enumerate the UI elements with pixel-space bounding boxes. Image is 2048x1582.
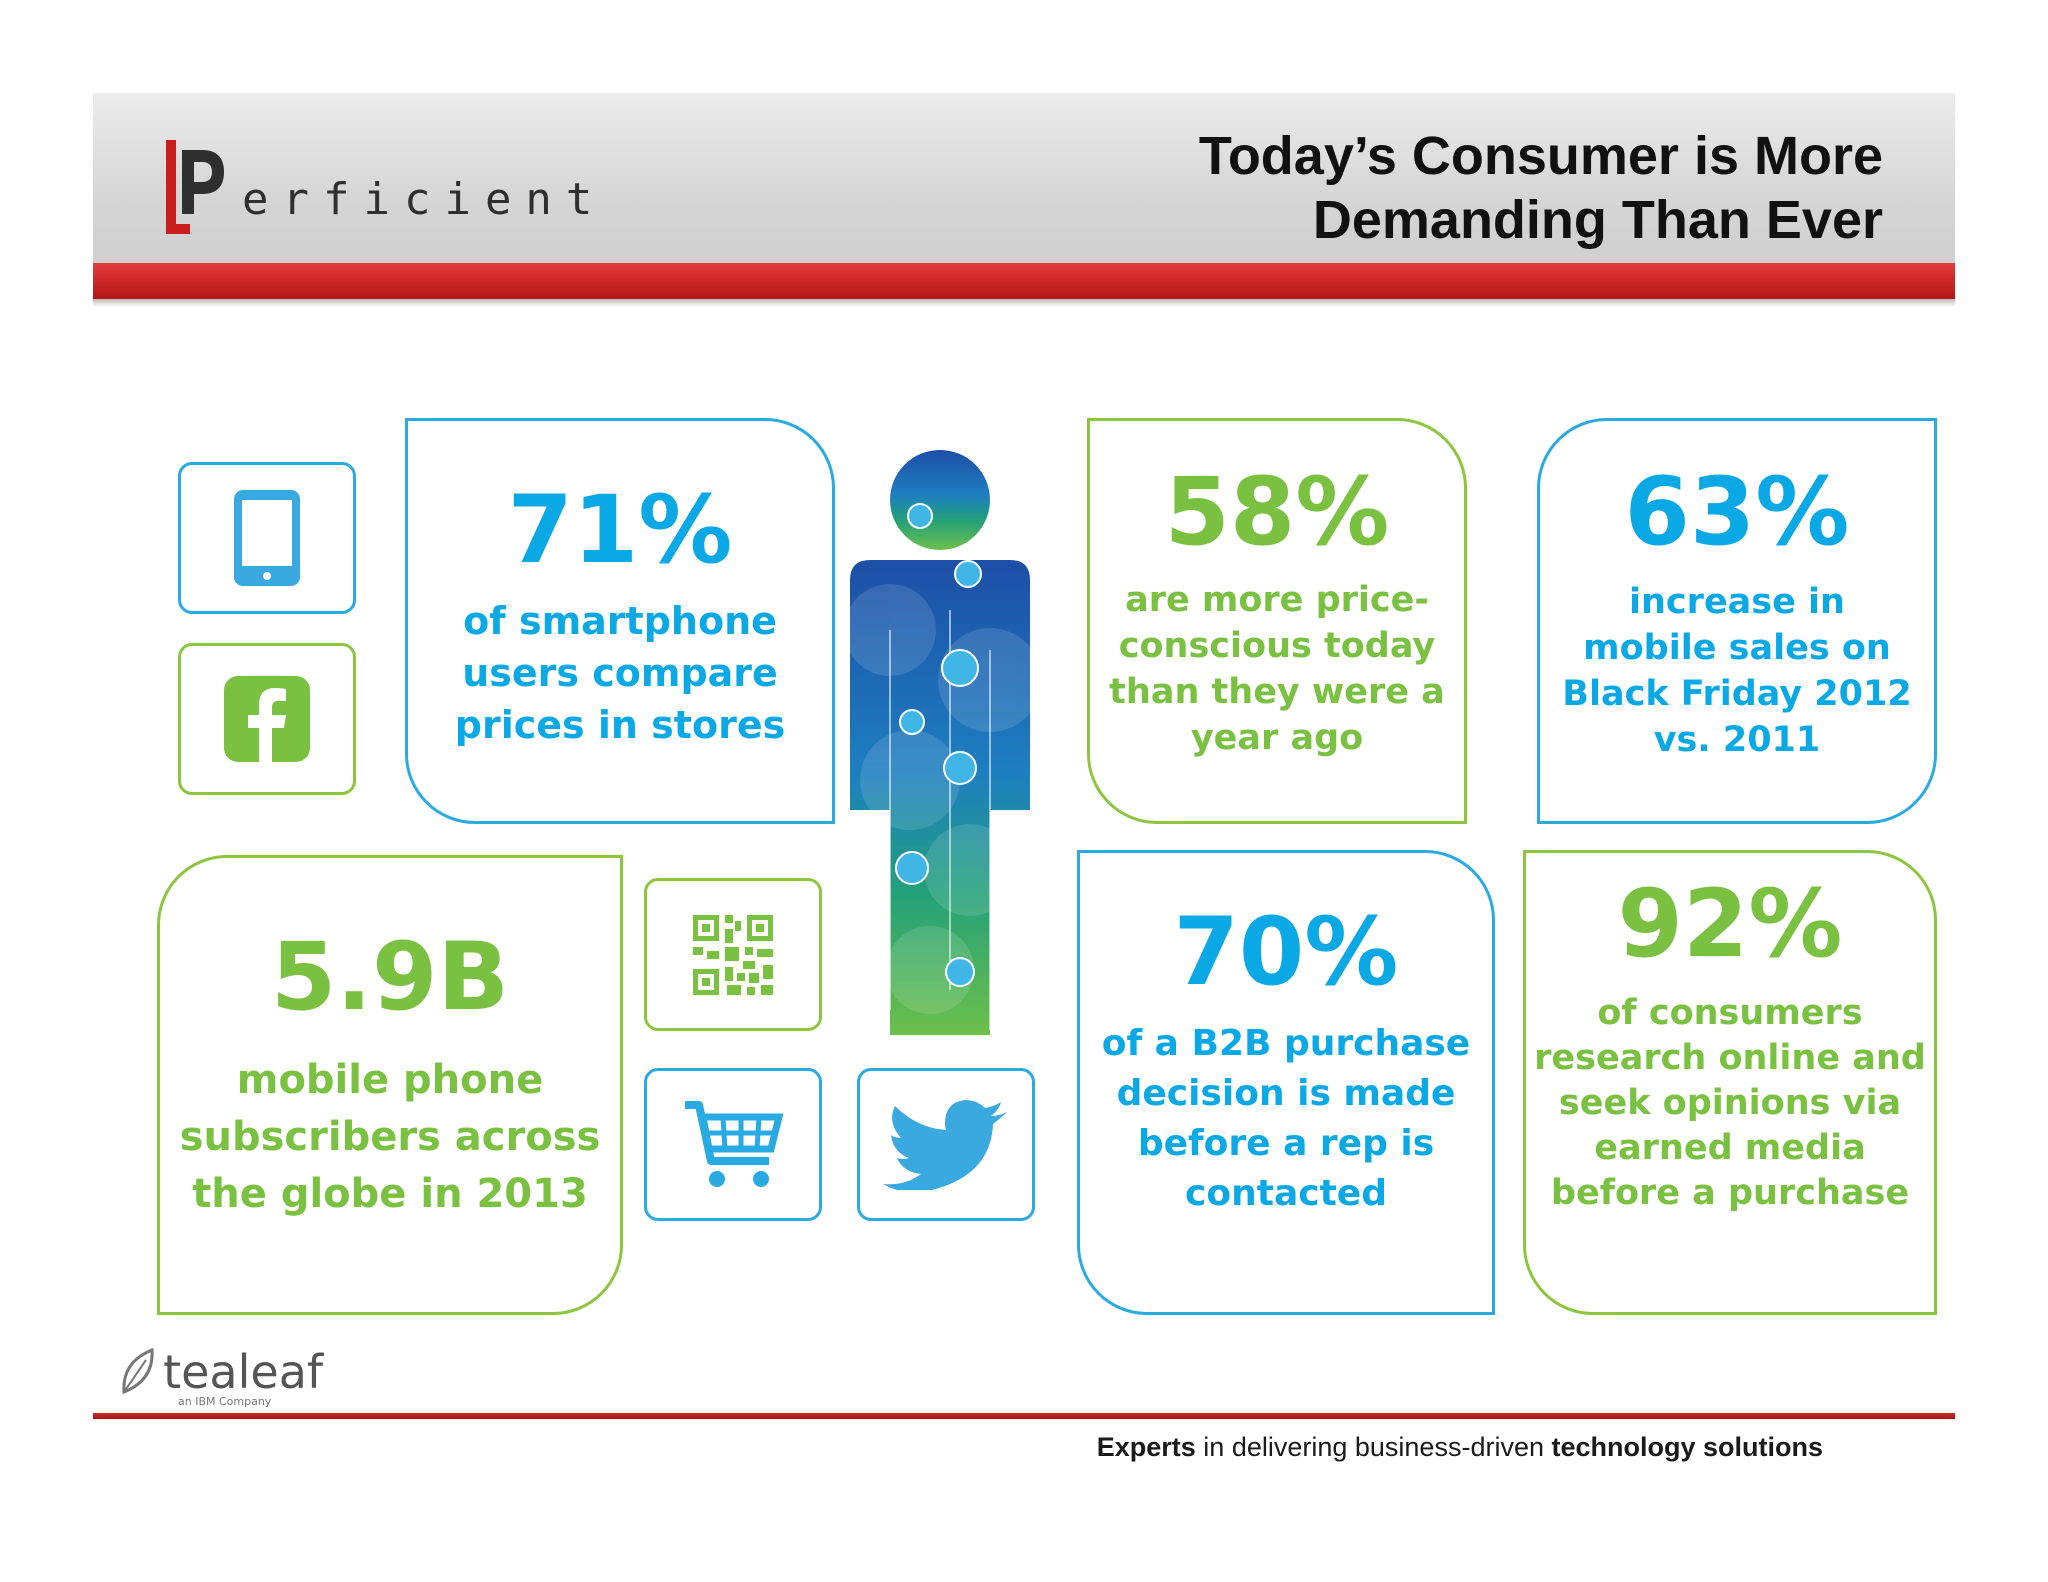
stat-desc-line: year ago: [1190, 718, 1364, 758]
tealeaf-logo-text: tealeaf: [163, 1345, 324, 1399]
facebook-icon: [224, 676, 310, 762]
tagline-middle: in delivering business-driven: [1195, 1432, 1552, 1462]
twitter-bird-icon: [883, 1099, 1007, 1190]
stat-desc-line: of consumers: [1597, 993, 1863, 1033]
stat-card-research-online: 92% of consumers research online and see…: [1523, 850, 1937, 1315]
tablet-icon-box: [178, 462, 356, 614]
header-shadow: [93, 299, 1955, 307]
stat-desc-line: are more price-: [1125, 580, 1429, 620]
stat-desc-line: mobile sales on: [1583, 628, 1891, 668]
stat-desc-line: before a rep is: [1137, 1123, 1435, 1164]
qr-code-icon-box: [644, 878, 822, 1031]
footer-red-line: [93, 1413, 1955, 1419]
perficient-logo-text: erficient: [242, 174, 607, 225]
person-figure-icon: [850, 450, 1030, 1035]
stat-value: 70%: [1173, 898, 1399, 1007]
header-band: [93, 93, 1955, 263]
stat-desc-line: research online and: [1534, 1038, 1926, 1078]
footer-tagline: Experts in delivering business-driven te…: [1097, 1432, 1823, 1463]
tablet-icon: [234, 490, 300, 586]
tealeaf-logo: tealeaf an IBM Company: [118, 1345, 323, 1408]
stat-card-mobile-subscribers: 5.9B mobile phone subscribers across the…: [157, 855, 623, 1315]
stat-desc-line: mobile phone: [236, 1057, 544, 1103]
stat-desc-line: users compare: [462, 651, 778, 695]
stat-card-smartphone-compare: 71% of smartphone users compare prices i…: [405, 418, 835, 824]
tagline-bold-solutions: technology solutions: [1551, 1432, 1823, 1462]
page-title-line-2: Demanding Than Ever: [1312, 190, 1883, 250]
twitter-icon-box: [857, 1068, 1035, 1221]
stat-desc-line: than they were a: [1109, 672, 1445, 712]
stat-desc-line: prices in stores: [454, 703, 786, 747]
stat-desc-line: vs. 2011: [1653, 720, 1821, 760]
header-red-stripe: [93, 263, 1955, 299]
stat-desc-line: contacted: [1185, 1173, 1387, 1214]
qr-code-icon: [693, 914, 773, 995]
tagline-bold-experts: Experts: [1096, 1432, 1196, 1462]
stat-card-black-friday: 63% increase in mobile sales on Black Fr…: [1537, 418, 1937, 824]
stat-desc-line: Black Friday 2012: [1562, 674, 1912, 714]
page-title: Today’s Consumer is More Demanding Than …: [1199, 124, 1883, 252]
stat-desc-line: seek opinions via: [1558, 1083, 1902, 1123]
stat-desc-line: increase in: [1629, 582, 1845, 622]
leaf-icon: [122, 1347, 154, 1395]
page-title-line-1: Today’s Consumer is More: [1198, 126, 1883, 186]
stat-desc-line: subscribers across: [179, 1114, 601, 1160]
stat-value: 63%: [1624, 458, 1850, 567]
stat-desc-line: of a B2B purchase: [1101, 1023, 1471, 1064]
stat-value: 71%: [507, 476, 733, 585]
stat-desc-line: conscious today: [1118, 626, 1436, 666]
perficient-logo-mark: [166, 140, 224, 234]
shopping-cart-icon-box: [644, 1068, 822, 1221]
stat-value: 58%: [1164, 458, 1390, 567]
facebook-icon-box: [178, 643, 356, 795]
stat-desc-line: earned media: [1594, 1128, 1866, 1168]
stat-desc-line: decision is made: [1116, 1073, 1456, 1114]
stat-card-price-conscious: 58% are more price- conscious today than…: [1087, 418, 1467, 824]
stat-value: 92%: [1617, 870, 1843, 979]
stat-value: 5.9B: [270, 923, 510, 1032]
stat-desc-line: before a purchase: [1550, 1173, 1910, 1213]
stat-desc-line: of smartphone: [463, 599, 777, 643]
stat-desc-line: the globe in 2013: [192, 1171, 588, 1217]
shopping-cart-icon: [685, 1100, 783, 1187]
stat-card-b2b-purchase: 70% of a B2B purchase decision is made b…: [1077, 850, 1495, 1315]
tealeaf-logo-subtext: an IBM Company: [178, 1395, 272, 1408]
